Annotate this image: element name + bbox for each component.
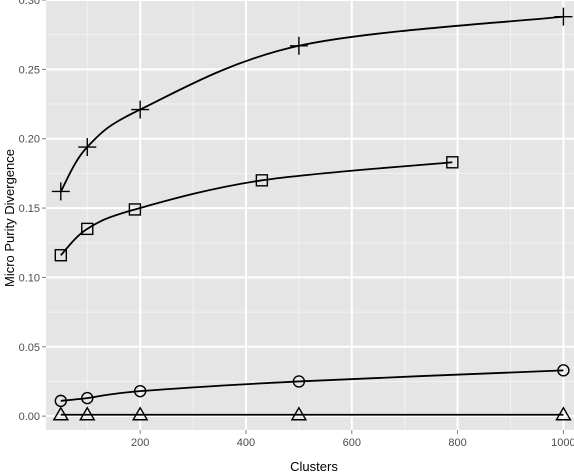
data-point [292,375,306,388]
triangle-marker [131,406,149,421]
data-point [133,384,147,398]
x-tick-label: 1000 [551,437,574,449]
triangle-marker [79,406,96,421]
series-circle [54,364,570,408]
data-point [557,364,570,377]
x-tick-label: 600 [343,437,361,449]
data-point [554,7,573,26]
data-point [289,36,308,55]
data-point [555,406,572,421]
y-tick-label: 0.00 [19,411,40,423]
square-marker [255,174,269,187]
square-marker [54,249,68,262]
data-point [128,203,142,216]
data-point [290,406,308,421]
circle-marker [81,391,94,405]
series-line [60,369,564,402]
series-line [60,161,453,256]
data-point [81,222,94,236]
x-tick-label: 200 [131,437,149,449]
y-tick-label: 0.25 [19,64,40,76]
series-triangle [52,406,572,421]
grid-lines [46,0,574,430]
data-point [255,174,269,187]
y-tick-label: 0.20 [19,134,40,146]
data-point [79,406,96,421]
series-square [54,156,459,262]
circle-marker [133,384,147,398]
circle-marker [557,364,570,377]
x-tick-label: 400 [237,437,255,449]
square-marker [81,222,94,236]
y-tick-label: 0.30 [19,0,40,7]
triangle-marker [52,406,70,421]
data-point [51,182,70,201]
x-axis-title: Clusters [290,459,338,472]
y-tick-label: 0.15 [19,203,40,215]
square-marker [446,156,459,169]
x-tick-label: 800 [448,437,466,449]
square-marker [128,203,142,216]
circle-marker [292,375,306,388]
data-point [81,391,94,405]
data-point [131,100,150,119]
data-point [78,138,97,157]
data-point [131,406,149,421]
series-layer [51,7,573,421]
triangle-marker [555,406,572,421]
y-tick-label: 0.05 [19,342,40,354]
series-plus [51,7,573,201]
triangle-marker [290,406,308,421]
y-tick-label: 0.10 [19,272,40,284]
y-axis-title: Micro Purity Divergence [2,149,17,287]
data-point [54,249,68,262]
plot-panel [46,0,574,430]
data-point [52,406,70,421]
data-point [446,156,459,169]
axis-ticks: 200 400 600 800 1000 0.00 0.05 0.10 0.15 0.20 0.25… [19,0,574,449]
